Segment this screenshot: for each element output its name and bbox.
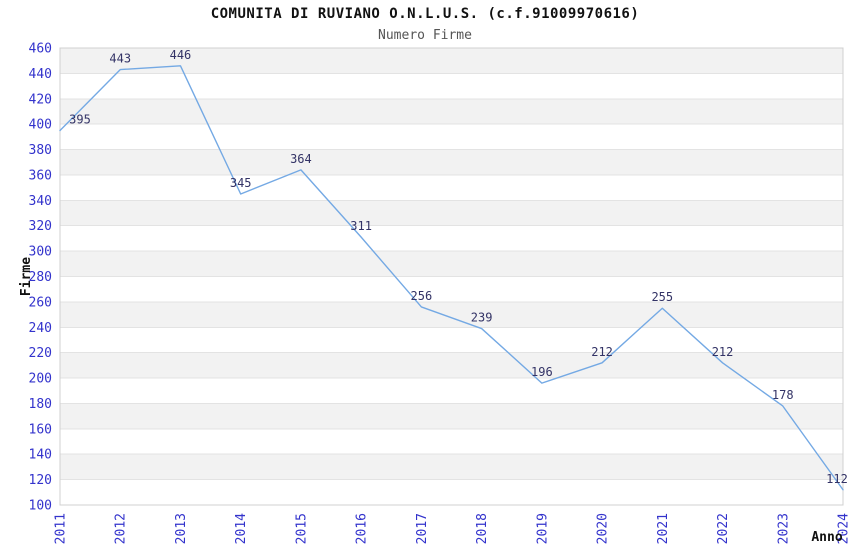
grid-band: [60, 479, 843, 505]
grid-band: [60, 98, 843, 125]
y-axis-tick-label: 320: [29, 219, 52, 234]
x-axis-tick-label: 2016: [355, 513, 370, 544]
value-label: 212: [712, 345, 734, 359]
x-axis-tick-label: 2012: [114, 513, 129, 544]
value-label: 212: [591, 345, 613, 359]
x-axis-title: Anno: [811, 530, 842, 545]
grid-band: [60, 454, 843, 480]
x-axis-tick-label: 2014: [234, 513, 249, 544]
y-axis-tick-label: 460: [29, 42, 52, 57]
value-label: 255: [651, 290, 673, 304]
grid-band: [60, 200, 843, 226]
x-axis-tick-label: 2023: [776, 513, 791, 544]
value-label: 196: [531, 365, 553, 379]
grid-band: [60, 174, 843, 201]
x-axis-tick-label: 2024: [837, 513, 850, 544]
value-label: 345: [230, 176, 252, 190]
y-axis-tick-label: 420: [29, 92, 52, 107]
x-axis-tick-label: 2015: [294, 513, 309, 544]
y-axis-tick-label: 120: [29, 473, 52, 488]
grid-band: [60, 225, 843, 252]
grid-band: [60, 276, 843, 302]
x-axis-tick-label: 2018: [475, 513, 490, 544]
x-axis-tick-label: 2011: [54, 513, 69, 544]
value-label: 239: [471, 311, 493, 325]
value-label: 112: [826, 472, 848, 486]
y-axis-tick-label: 280: [29, 270, 52, 285]
grid-band: [60, 124, 843, 150]
y-axis-tick-label: 440: [29, 67, 52, 82]
grid-band: [60, 327, 843, 353]
grid-band: [60, 403, 843, 429]
value-label: 395: [69, 113, 91, 127]
x-axis-tick-label: 2017: [415, 513, 430, 544]
y-axis-title: Firme: [19, 257, 34, 296]
y-axis-tick-label: 360: [29, 168, 52, 183]
y-axis-tick-label: 140: [29, 448, 52, 463]
x-axis-tick-label: 2013: [174, 513, 189, 544]
value-label: 443: [109, 52, 131, 66]
chart-subtitle: Numero Firme: [378, 28, 472, 43]
value-label: 364: [290, 152, 312, 166]
y-axis-tick-label: 400: [29, 118, 52, 133]
grid-band: [60, 378, 843, 404]
y-axis-tick-label: 220: [29, 346, 52, 361]
grid-band: [60, 251, 843, 277]
y-axis-tick-label: 260: [29, 295, 52, 310]
y-axis-tick-label: 340: [29, 194, 52, 209]
y-axis-tick-label: 180: [29, 397, 52, 412]
chart-title: COMUNITA DI RUVIANO O.N.L.U.S. (c.f.9100…: [210, 6, 640, 22]
y-axis-tick-label: 240: [29, 321, 52, 336]
grid-band: [60, 301, 843, 328]
y-axis-tick-label: 200: [29, 372, 52, 387]
value-label: 256: [411, 289, 433, 303]
grid-band: [60, 428, 843, 455]
plot-border: [59, 47, 844, 506]
grid-band: [60, 352, 843, 379]
value-label: 178: [772, 388, 794, 402]
x-axis-tick-label: 2020: [596, 513, 611, 544]
y-axis-tick-label: 160: [29, 422, 52, 437]
value-label: 311: [350, 219, 372, 233]
y-axis-tick-label: 300: [29, 245, 52, 260]
y-axis-tick-label: 380: [29, 143, 52, 158]
x-axis-tick-label: 2021: [656, 513, 671, 544]
grid-band: [60, 73, 843, 99]
x-axis-tick-label: 2019: [535, 513, 550, 544]
series-line: [59, 65, 844, 491]
grid-band: [60, 48, 843, 74]
grid-band: [60, 149, 843, 175]
value-label: 446: [170, 48, 192, 62]
y-axis-tick-label: 100: [29, 499, 52, 514]
x-axis-tick-label: 2022: [716, 513, 731, 544]
